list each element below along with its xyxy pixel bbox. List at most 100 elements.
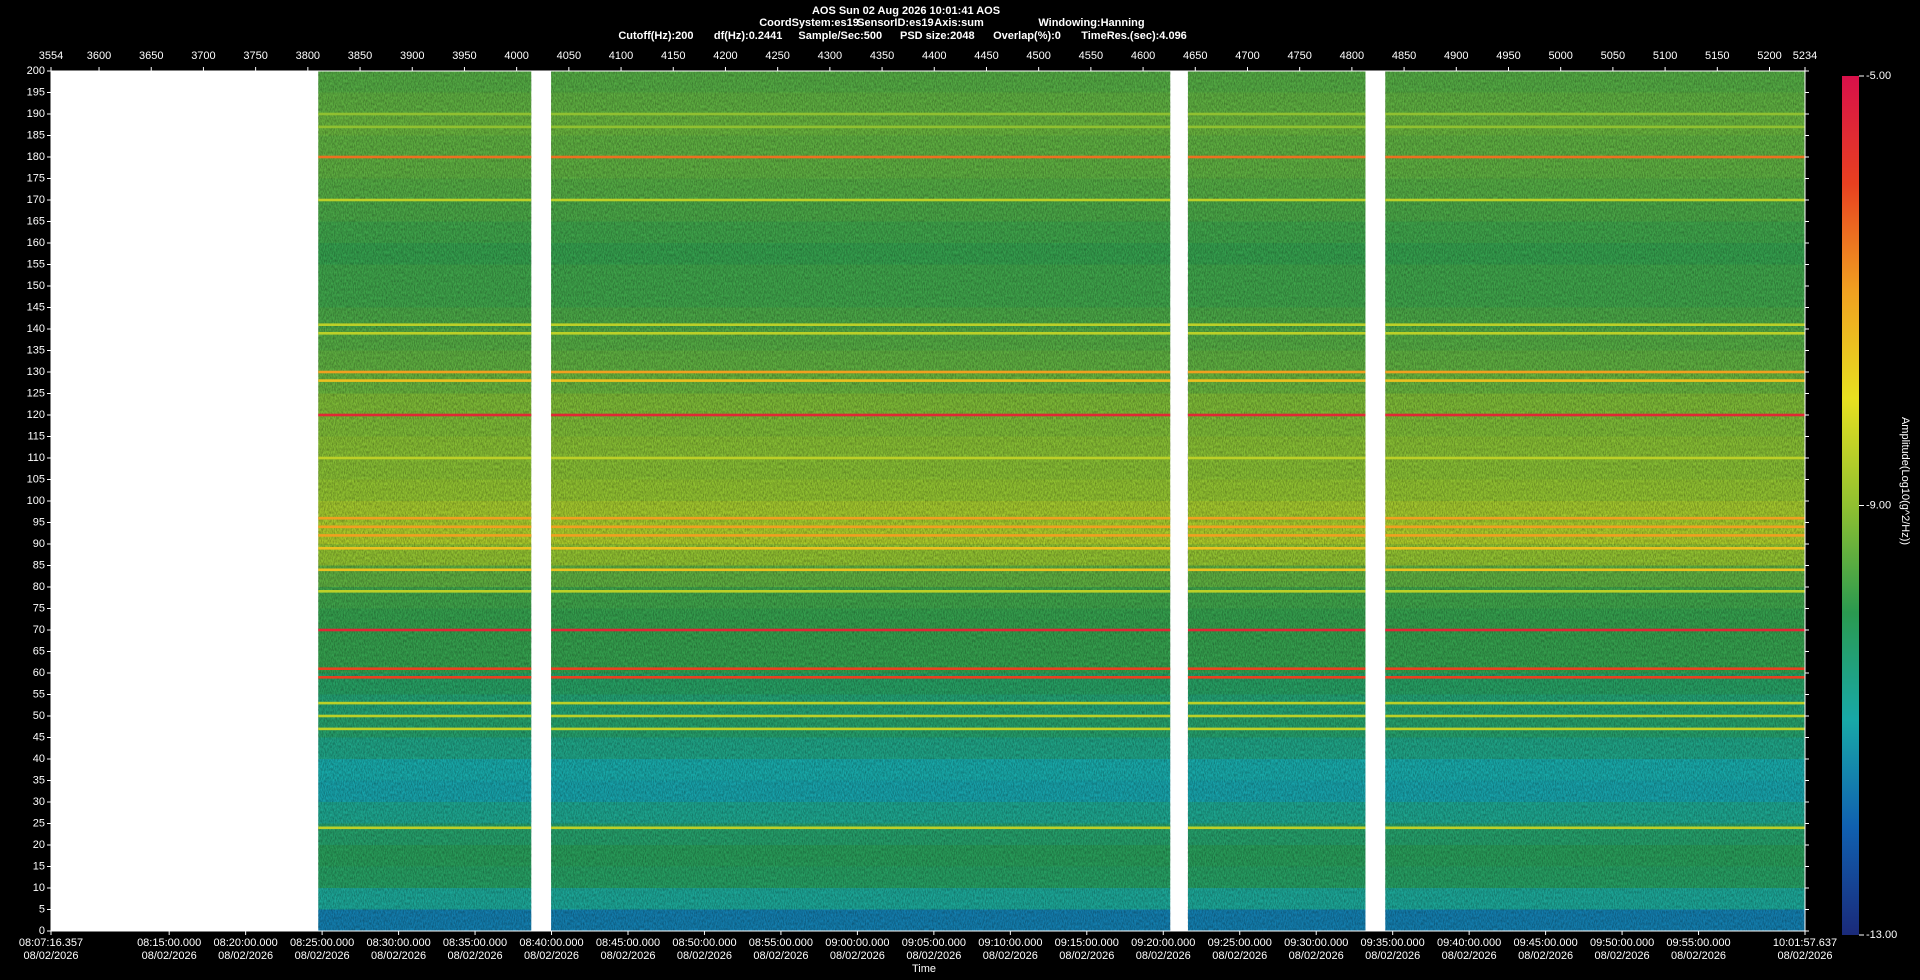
- x-tick-label: 4200: [713, 50, 737, 62]
- y-tick-label: 115: [27, 430, 45, 442]
- tonal-line: [551, 155, 1171, 159]
- tonal-line: [551, 516, 1171, 520]
- x2-tick-label: 08:35:00.000: [443, 937, 507, 949]
- x-tick-label: 5100: [1653, 50, 1677, 62]
- y-tick-label: 140: [27, 323, 45, 335]
- tonal-line: [1385, 198, 1805, 202]
- x-tick-label: 4550: [1079, 50, 1103, 62]
- tonal-line: [318, 413, 532, 417]
- y-tick-label: 145: [27, 301, 45, 313]
- tonal-line: [318, 826, 532, 830]
- x2-tick-date: 08/02/2026: [983, 950, 1038, 962]
- tonal-line: [318, 525, 532, 529]
- y-tick-label: 100: [27, 495, 45, 507]
- y-tick-label: 50: [33, 710, 45, 722]
- tonal-line: [318, 568, 532, 572]
- tonal-line: [551, 370, 1171, 374]
- x2-tick-date: 08/02/2026: [1595, 950, 1650, 962]
- x2-tick-label: 08:40:00.000: [519, 937, 583, 949]
- tonal-line: [551, 332, 1171, 335]
- x2-tick-label: 09:10:00.000: [978, 937, 1042, 949]
- x-tick-label: 5000: [1548, 50, 1572, 62]
- x2-tick-date: 08/02/2026: [1136, 950, 1191, 962]
- y-tick-label: 190: [27, 108, 45, 120]
- x2-tick-date: 08/02/2026: [23, 950, 78, 962]
- tonal-line: [1187, 155, 1366, 159]
- x2-tick-label: 09:30:00.000: [1284, 937, 1348, 949]
- x2-tick-date: 08/02/2026: [677, 950, 732, 962]
- parameter-item: df(Hz):0.2441: [714, 30, 782, 42]
- y-tick-label: 155: [27, 258, 45, 270]
- data-segment: [318, 71, 532, 931]
- y-tick-label: 105: [27, 473, 45, 485]
- y-tick-label: 45: [33, 731, 45, 743]
- x-tick-label: 3800: [296, 50, 320, 62]
- tonal-line: [1187, 456, 1366, 460]
- tonal-line: [1385, 379, 1805, 382]
- x-tick-label: 4650: [1183, 50, 1207, 62]
- x-tick-label: 3600: [87, 50, 111, 62]
- colorbar-tick-label: -5.00: [1866, 70, 1891, 82]
- x-tick-label: 3650: [139, 50, 163, 62]
- x-tick-label: 4150: [661, 50, 685, 62]
- x-tick-label: 4000: [504, 50, 528, 62]
- tonal-line: [1385, 534, 1805, 537]
- y-tick-label: 90: [33, 538, 45, 550]
- x-tick-label: 5050: [1601, 50, 1625, 62]
- x2-tick-label: 08:25:00.000: [290, 937, 354, 949]
- y-tick-label: 170: [27, 194, 45, 206]
- x-axis-label: Time: [912, 963, 936, 975]
- tonal-line: [318, 332, 532, 335]
- tonal-line: [1385, 667, 1805, 670]
- x2-tick-date: 08/02/2026: [1518, 950, 1573, 962]
- tonal-line: [551, 826, 1171, 830]
- x-tick-label: 4250: [765, 50, 789, 62]
- y-tick-label: 5: [39, 903, 45, 915]
- x-tick-label: 5200: [1757, 50, 1781, 62]
- data-segment: [551, 71, 1171, 931]
- x-tick-label: 4750: [1287, 50, 1311, 62]
- x2-tick-label: 09:25:00.000: [1208, 937, 1272, 949]
- tonal-line: [1187, 370, 1366, 374]
- tonal-line: [551, 112, 1171, 116]
- y-tick-label: 135: [27, 344, 45, 356]
- x2-tick-date: 08/02/2026: [1777, 950, 1832, 962]
- y-tick-label: 130: [27, 366, 45, 378]
- tonal-line: [318, 701, 532, 705]
- x2-tick-label: 09:15:00.000: [1055, 937, 1119, 949]
- tonal-line: [551, 714, 1171, 718]
- colorbar-label: Amplitude(Log10(g^2/Hz)): [1899, 417, 1911, 545]
- tonal-line: [1187, 332, 1366, 335]
- tonal-line: [551, 413, 1171, 417]
- y-tick-label: 65: [33, 645, 45, 657]
- y-tick-label: 185: [27, 129, 45, 141]
- y-tick-label: 0: [39, 925, 45, 937]
- x-tick-label: 4850: [1392, 50, 1416, 62]
- tonal-line: [551, 701, 1171, 705]
- x2-tick-label: 09:50:00.000: [1590, 937, 1654, 949]
- x-tick-label: 3700: [191, 50, 215, 62]
- tonal-line: [551, 676, 1171, 679]
- tonal-line: [551, 534, 1171, 537]
- y-tick-label: 20: [33, 839, 45, 851]
- colorbar: [1842, 76, 1859, 935]
- tonal-line: [1385, 547, 1805, 550]
- x2-tick-label: 08:30:00.000: [366, 937, 430, 949]
- tonal-line: [551, 667, 1171, 670]
- tonal-line: [1187, 125, 1366, 129]
- x-tick-label: 4300: [818, 50, 842, 62]
- tonal-line: [1187, 628, 1366, 632]
- subtitle-item: SensorID:es19: [857, 17, 933, 29]
- tonal-line: [551, 568, 1171, 572]
- x-tick-label: 3900: [400, 50, 424, 62]
- tonal-line: [551, 525, 1171, 529]
- x-tick-label: 4450: [974, 50, 998, 62]
- x2-tick-date: 08/02/2026: [142, 950, 197, 962]
- tonal-line: [1385, 323, 1805, 326]
- x2-tick-date: 08/02/2026: [218, 950, 273, 962]
- tonal-line: [318, 628, 532, 632]
- tonal-line: [551, 590, 1171, 593]
- tonal-line: [1187, 112, 1366, 116]
- y-tick-label: 35: [33, 774, 45, 786]
